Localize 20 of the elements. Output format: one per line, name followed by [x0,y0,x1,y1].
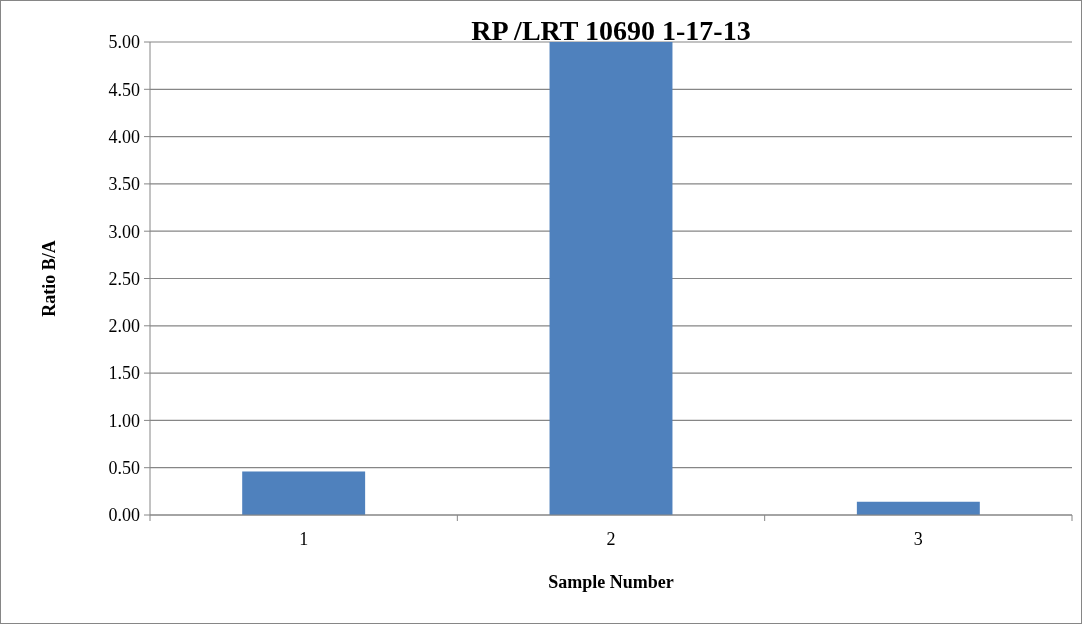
x-tick-label: 2 [606,529,616,549]
bar [856,501,980,515]
y-tick-label: 2.00 [108,316,140,337]
y-tick-label: 4.00 [108,126,140,147]
x-tick-label: 1 [299,529,309,549]
y-tick-label: 3.50 [108,174,140,195]
x-tick-label: 3 [913,529,923,549]
y-tick-label: 4.50 [108,79,140,100]
y-axis-title: Ratio B/A [39,240,59,317]
y-tick-label: 1.00 [108,410,140,431]
bar [549,42,673,515]
chart-title: RP /LRT 10690 1-17-13 [471,14,751,46]
x-axis-title: Sample Number [548,572,674,592]
y-tick-label: 1.50 [108,363,140,384]
y-tick-label: 3.00 [108,221,140,242]
y-tick-label: 2.50 [108,268,140,289]
y-tick-label: 0.50 [108,458,140,478]
y-tick-label: 0.00 [108,505,140,526]
y-tick-label: 5.00 [108,32,140,53]
bar [242,471,366,515]
